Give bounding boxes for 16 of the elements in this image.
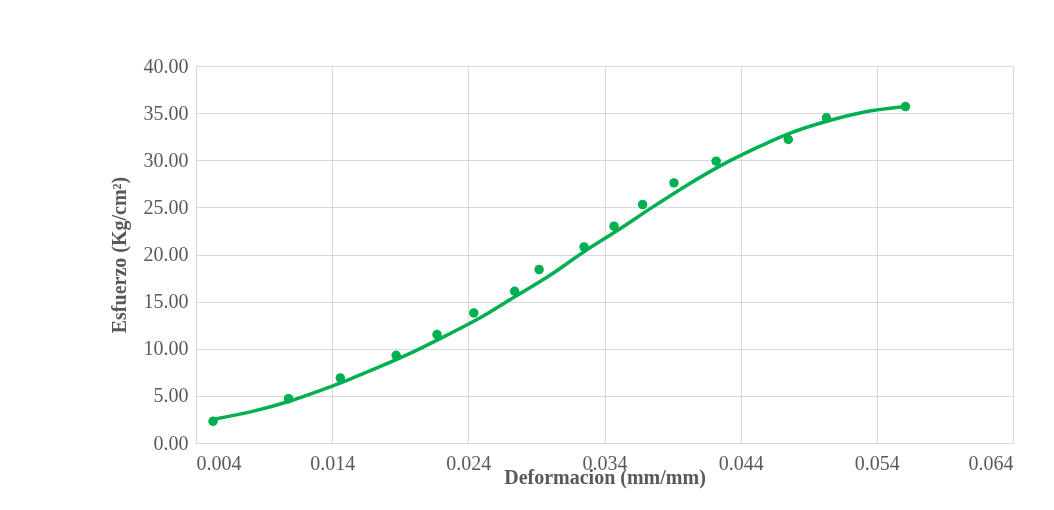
- y-axis-title: Esfuerzo (Kg/cm²): [107, 176, 131, 334]
- x-tick-label: 0.064: [968, 451, 1014, 474]
- y-tick-label: 30.00: [143, 148, 189, 171]
- x-tick-label: 0.014: [310, 451, 356, 474]
- y-tick-label: 20.00: [143, 243, 189, 265]
- y-tick-label: 10.00: [143, 337, 189, 360]
- x-tick-label: 0.004: [196, 451, 242, 474]
- y-tick-label: 25.00: [143, 195, 189, 218]
- y-tick-label: 5.00: [153, 384, 189, 407]
- x-tick-label: 0.024: [446, 451, 492, 474]
- y-tick-label: 35.00: [143, 101, 189, 124]
- x-tick-label: 0.054: [854, 451, 900, 474]
- y-tick-label: 0.00: [153, 431, 189, 454]
- y-tick-label: 15.00: [143, 290, 189, 313]
- y-tick-label: 40.00: [143, 54, 189, 77]
- x-tick-label: 0.044: [718, 451, 764, 474]
